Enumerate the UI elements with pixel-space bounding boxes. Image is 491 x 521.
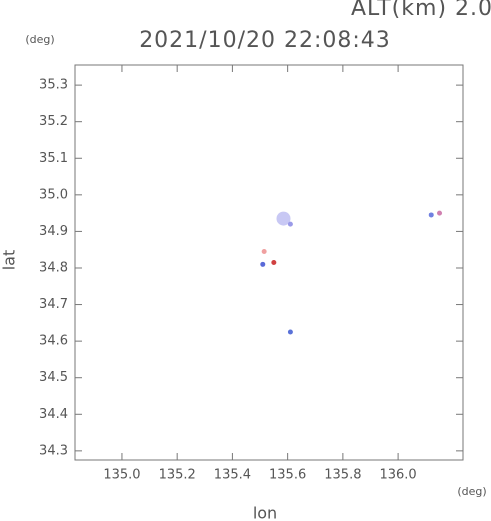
y-tick-label: 35.3 <box>39 78 68 93</box>
x-tick-label: 135.6 <box>269 468 306 483</box>
y-tick-label: 35.2 <box>39 114 68 129</box>
y-unit: (deg) <box>25 33 54 46</box>
x-tick-label: 135.4 <box>214 468 251 483</box>
plot-frame <box>74 64 464 461</box>
y-tick-label: 34.6 <box>39 334 68 349</box>
x-tick-label: 135.0 <box>103 468 140 483</box>
x-tick-label: 136.0 <box>379 468 416 483</box>
echo <box>428 212 434 218</box>
y-tick-label: 35.1 <box>39 151 68 166</box>
y-tick-label: 35.0 <box>39 187 68 202</box>
y-axis-title: lat <box>0 250 19 271</box>
x-tick-label: 135.2 <box>159 468 196 483</box>
echo <box>276 211 291 226</box>
x-axis-title: lon <box>253 504 277 521</box>
echo <box>260 261 266 267</box>
y-tick-label: 34.7 <box>39 297 68 312</box>
y-tick-label: 34.5 <box>39 370 68 385</box>
echo <box>261 249 267 255</box>
echo <box>287 329 293 335</box>
y-tick-label: 34.9 <box>39 224 68 239</box>
x-unit: (deg) <box>457 485 486 498</box>
x-tick-label: 135.8 <box>324 468 361 483</box>
y-tick-label: 34.3 <box>39 443 68 458</box>
y-tick-label: 34.4 <box>39 407 68 422</box>
altitude-label: ALT(km) 2.0 <box>351 0 491 21</box>
y-tick-label: 34.8 <box>39 260 68 275</box>
echo <box>437 210 443 216</box>
echo <box>287 221 293 227</box>
chart-title: 2021/10/20 22:08:43 <box>139 28 391 53</box>
echo <box>271 260 277 265</box>
